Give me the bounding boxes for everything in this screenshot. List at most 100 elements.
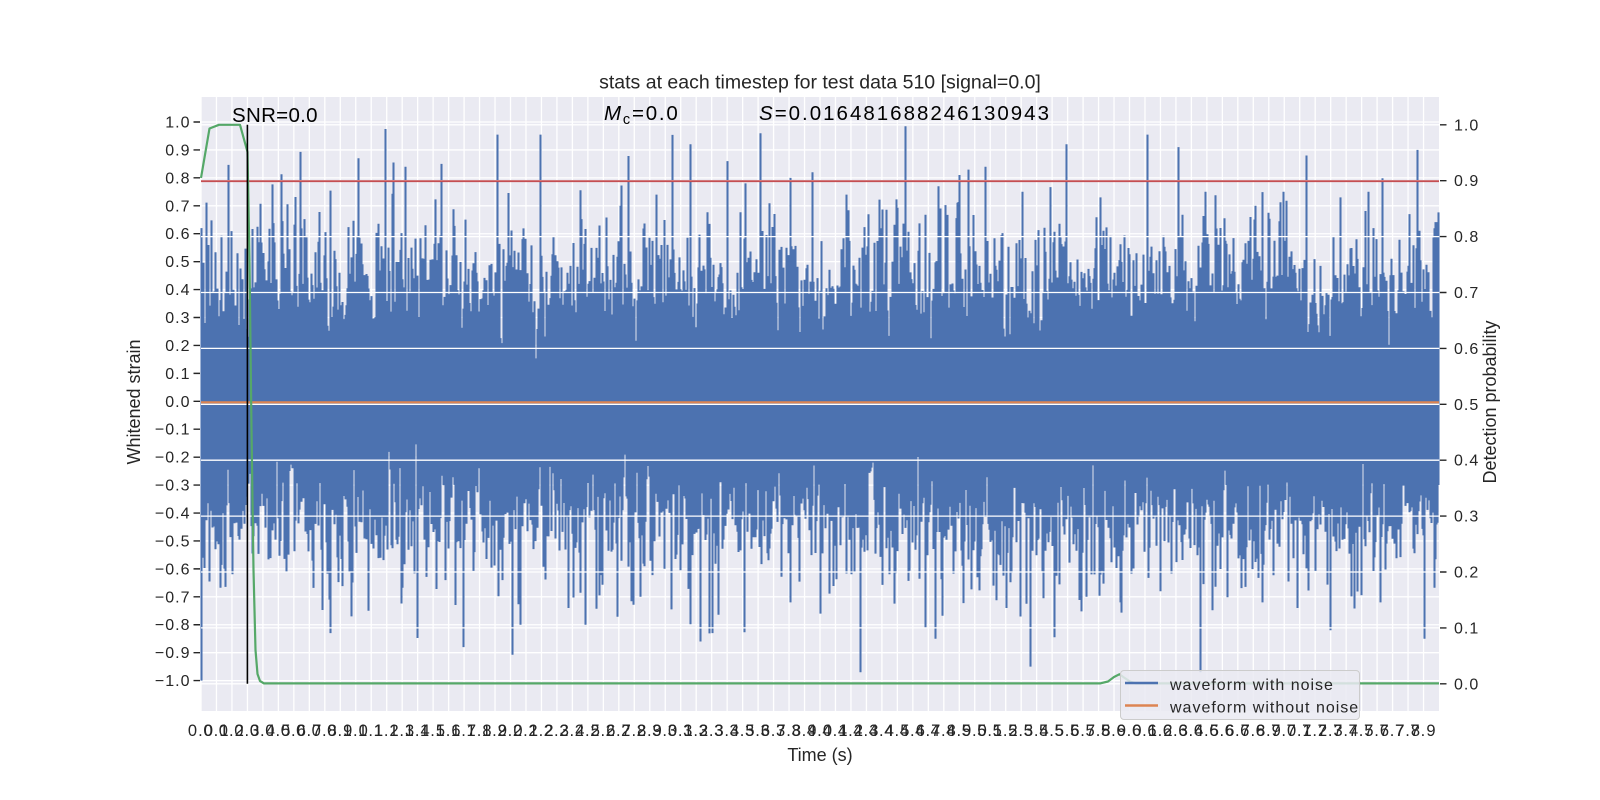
svg-text:−1.0: −1.0: [155, 673, 191, 690]
svg-text:0.5: 0.5: [165, 254, 190, 271]
svg-text:waveform without noise: waveform without noise: [1169, 700, 1359, 717]
svg-text:−0.4: −0.4: [155, 506, 191, 523]
svg-text:0.7: 0.7: [165, 198, 190, 215]
svg-text:3.3: 3.3: [699, 722, 725, 740]
svg-text:7.1: 7.1: [1287, 722, 1313, 740]
svg-text:−0.9: −0.9: [155, 645, 191, 662]
svg-text:2.9: 2.9: [637, 722, 663, 740]
svg-text:0.0: 0.0: [165, 394, 190, 411]
svg-text:0.9: 0.9: [1454, 173, 1479, 190]
svg-text:6.9: 6.9: [1256, 722, 1282, 740]
svg-text:0.6: 0.6: [281, 722, 307, 740]
svg-text:0.3: 0.3: [234, 722, 260, 740]
svg-text:4.8: 4.8: [931, 722, 957, 740]
svg-text:1.0: 1.0: [1454, 117, 1479, 134]
svg-text:6.4: 6.4: [1178, 722, 1204, 740]
svg-text:0.5: 0.5: [265, 722, 291, 740]
svg-text:1.8: 1.8: [466, 722, 492, 740]
svg-text:7.7: 7.7: [1379, 722, 1405, 740]
svg-text:5.3: 5.3: [1008, 722, 1034, 740]
svg-text:4.3: 4.3: [853, 722, 879, 740]
svg-text:S=0.016481688246130943: S=0.016481688246130943: [759, 102, 1051, 125]
svg-text:1.7: 1.7: [451, 722, 477, 740]
svg-text:5.6: 5.6: [1054, 722, 1080, 740]
svg-text:0.6: 0.6: [1454, 341, 1479, 358]
svg-text:Time (s): Time (s): [787, 745, 852, 765]
svg-text:−0.5: −0.5: [155, 534, 191, 551]
svg-text:waveform with noise: waveform with noise: [1169, 677, 1334, 694]
svg-text:7.6: 7.6: [1364, 722, 1390, 740]
svg-text:1.1: 1.1: [358, 722, 384, 740]
svg-text:0.8: 0.8: [165, 170, 190, 187]
svg-text:0.7: 0.7: [296, 722, 322, 740]
svg-text:6.5: 6.5: [1194, 722, 1220, 740]
svg-text:7.4: 7.4: [1333, 722, 1359, 740]
svg-text:Detection probability: Detection probability: [1480, 320, 1500, 483]
svg-text:−0.7: −0.7: [155, 589, 191, 606]
svg-text:1.4: 1.4: [405, 722, 431, 740]
svg-text:2.2: 2.2: [528, 722, 554, 740]
svg-text:2.5: 2.5: [575, 722, 601, 740]
svg-text:5.1: 5.1: [977, 722, 1003, 740]
svg-text:−0.3: −0.3: [155, 478, 191, 495]
svg-text:0.1: 0.1: [1454, 620, 1479, 637]
svg-text:5.4: 5.4: [1024, 722, 1050, 740]
svg-text:3.5: 3.5: [729, 722, 755, 740]
svg-text:0.9: 0.9: [165, 142, 190, 159]
svg-text:5.8: 5.8: [1085, 722, 1111, 740]
svg-text:7.0: 7.0: [1271, 722, 1297, 740]
svg-text:4.6: 4.6: [900, 722, 926, 740]
svg-text:1.0: 1.0: [165, 115, 190, 132]
svg-text:0.3: 0.3: [1454, 509, 1479, 526]
svg-text:0.3: 0.3: [165, 310, 190, 327]
svg-text:6.8: 6.8: [1240, 722, 1266, 740]
svg-text:Mc=0.0: Mc=0.0: [604, 102, 680, 128]
svg-text:1.0: 1.0: [343, 722, 369, 740]
svg-text:4.0: 4.0: [807, 722, 833, 740]
svg-text:4.7: 4.7: [915, 722, 941, 740]
svg-text:3.4: 3.4: [714, 722, 740, 740]
svg-text:2.7: 2.7: [606, 722, 632, 740]
svg-text:3.8: 3.8: [776, 722, 802, 740]
svg-text:0.9: 0.9: [327, 722, 353, 740]
svg-text:6.6: 6.6: [1209, 722, 1235, 740]
svg-text:0.4: 0.4: [250, 722, 276, 740]
svg-text:3.2: 3.2: [683, 722, 709, 740]
svg-text:0.1: 0.1: [165, 366, 190, 383]
svg-text:6.3: 6.3: [1163, 722, 1189, 740]
svg-text:SNR=0.0: SNR=0.0: [232, 104, 318, 127]
svg-text:3.0: 3.0: [652, 722, 678, 740]
svg-text:5.2: 5.2: [993, 722, 1019, 740]
svg-text:1.2: 1.2: [374, 722, 400, 740]
svg-text:7.2: 7.2: [1302, 722, 1328, 740]
svg-text:4.9: 4.9: [946, 722, 972, 740]
svg-text:6.1: 6.1: [1132, 722, 1158, 740]
svg-text:0.1: 0.1: [203, 722, 229, 740]
svg-text:0.4: 0.4: [1454, 453, 1479, 470]
svg-text:2.6: 2.6: [590, 722, 616, 740]
svg-text:0.5: 0.5: [1454, 397, 1479, 414]
svg-text:4.2: 4.2: [838, 722, 864, 740]
svg-text:3.1: 3.1: [668, 722, 694, 740]
svg-text:0.2: 0.2: [219, 722, 245, 740]
svg-text:0.7: 0.7: [1454, 285, 1479, 302]
svg-text:2.8: 2.8: [621, 722, 647, 740]
svg-text:5.9: 5.9: [1101, 722, 1127, 740]
svg-text:4.5: 4.5: [884, 722, 910, 740]
svg-text:1.6: 1.6: [435, 722, 461, 740]
svg-text:2.4: 2.4: [559, 722, 585, 740]
svg-text:2.3: 2.3: [544, 722, 570, 740]
svg-text:1.9: 1.9: [482, 722, 508, 740]
svg-text:6.7: 6.7: [1225, 722, 1251, 740]
svg-text:2.0: 2.0: [497, 722, 523, 740]
svg-text:0.2: 0.2: [165, 338, 190, 355]
svg-text:3.7: 3.7: [760, 722, 786, 740]
svg-text:0.8: 0.8: [312, 722, 338, 740]
svg-text:0.2: 0.2: [1454, 565, 1479, 582]
svg-text:7.9: 7.9: [1410, 722, 1436, 740]
svg-text:2.1: 2.1: [513, 722, 539, 740]
svg-text:stats at each timestep for tes: stats at each timestep for test data 510…: [599, 72, 1041, 94]
svg-text:5.5: 5.5: [1039, 722, 1065, 740]
svg-text:5.7: 5.7: [1070, 722, 1096, 740]
svg-text:−0.2: −0.2: [155, 450, 191, 467]
